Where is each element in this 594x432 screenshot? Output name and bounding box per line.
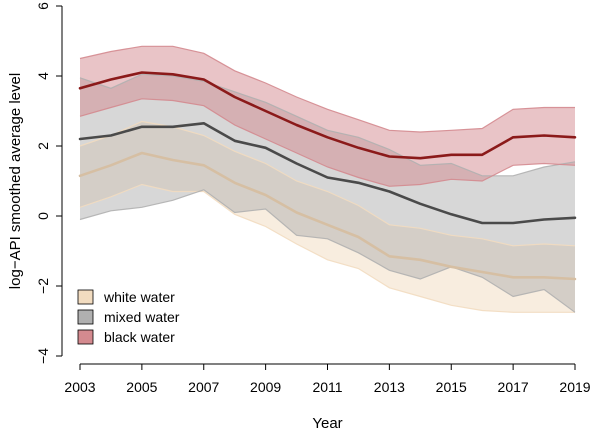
black-water-lower-edge <box>79 98 576 187</box>
x-tick-label: 2009 <box>250 379 281 395</box>
mixed-water-band <box>80 74 575 313</box>
x-tick-label: 2015 <box>436 379 467 395</box>
axes: 2003 2005 2007 2009 2011 2013 2015 2017 2019 −4−… <box>35 2 591 395</box>
x-tick-label: 2003 <box>64 379 95 395</box>
series-lines <box>78 45 577 313</box>
legend-swatch-mixed-water <box>77 309 94 325</box>
white-water-upper-edge <box>79 120 576 247</box>
x-axis-title: Year <box>312 415 342 432</box>
x-tick-label: 2017 <box>498 379 529 395</box>
y-tick-label: 6 <box>35 2 51 10</box>
legend-label-black-water: black water <box>104 329 175 345</box>
y-tick-label: 0 <box>35 212 51 220</box>
mixed-water-lower-edge <box>79 189 576 313</box>
y-axis-title: log−API smoothed average level <box>7 73 24 289</box>
black-water-upper-edge <box>79 45 575 133</box>
x-tick-label: 2011 <box>312 379 342 395</box>
legend-label-white-water: white water <box>103 289 175 305</box>
y-axis-ticks: −4 −2 0 2 4 6 <box>35 2 62 364</box>
black-water-line <box>78 71 577 160</box>
legend-swatch-black-water <box>77 329 94 345</box>
x-tick-label: 2013 <box>374 379 405 395</box>
y-tick-label: −2 <box>35 278 51 294</box>
x-tick-label: 2019 <box>559 379 590 395</box>
x-axis-ticks: 2003 2005 2007 2009 2011 2013 2015 2017 2019 <box>64 364 591 395</box>
confidence-bands <box>80 46 575 313</box>
white-water-lower-edge <box>79 183 575 313</box>
legend-swatch-white-water <box>77 289 94 305</box>
legend: white water mixed water black water <box>77 289 180 345</box>
y-tick-label: −4 <box>35 348 51 364</box>
mixed-water-line <box>78 122 577 225</box>
x-tick-label: 2007 <box>188 379 219 395</box>
y-tick-label: 2 <box>35 142 51 150</box>
legend-label-mixed-water: mixed water <box>104 309 180 325</box>
x-tick-label: 2005 <box>126 379 157 395</box>
y-tick-label: 4 <box>35 72 51 80</box>
white-water-line <box>78 151 577 281</box>
